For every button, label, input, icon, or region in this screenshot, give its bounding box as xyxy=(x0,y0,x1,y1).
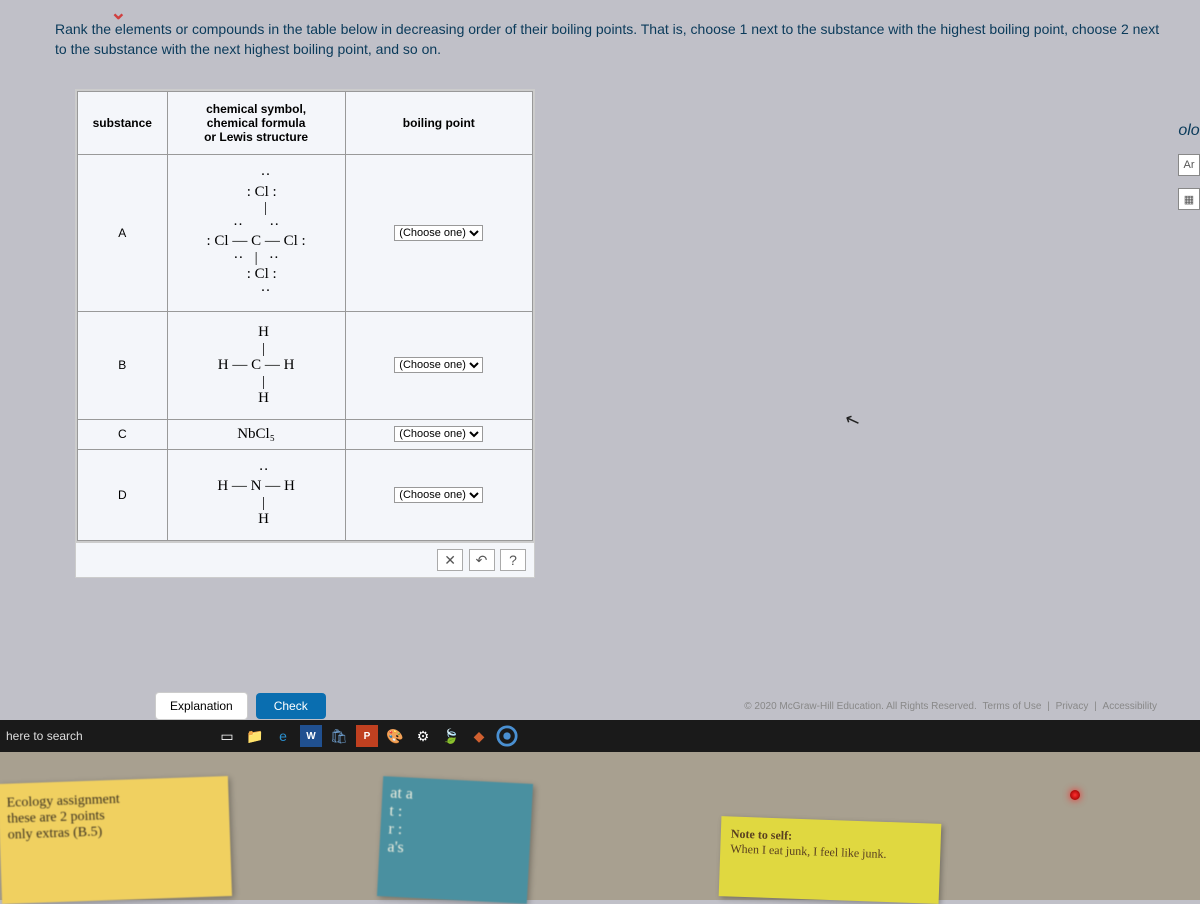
clear-button[interactable]: ✕ xyxy=(437,549,463,571)
boiling-select-c[interactable]: (Choose one) xyxy=(394,426,483,442)
substance-label: A xyxy=(78,155,168,312)
table-row: D ·· H — N — H | H (Choose one) xyxy=(78,449,533,540)
lewis-structure-b: H | H — C — H | H xyxy=(167,312,345,420)
widget-olo-icon[interactable]: olo xyxy=(1178,120,1200,142)
search-text[interactable]: here to search xyxy=(0,720,83,752)
app-icon-2[interactable]: ◆ xyxy=(468,725,490,747)
boiling-select-d[interactable]: (Choose one) xyxy=(394,487,483,503)
header-formula: chemical symbol, chemical formula or Lew… xyxy=(167,92,345,155)
lewis-structure-a: ·· : Cl : | ·· ·· : Cl — C — Cl : ·· | ·… xyxy=(167,155,345,312)
undo-button[interactable]: ↶ xyxy=(469,549,495,571)
header-substance: substance xyxy=(78,92,168,155)
widget-ar-icon[interactable]: Ar xyxy=(1178,154,1200,176)
word-icon[interactable]: W xyxy=(300,725,322,747)
collapse-icon[interactable]: ⌄ xyxy=(110,0,127,25)
table-row: C NbCl₅ (Choose one) xyxy=(78,419,533,449)
substance-label: C xyxy=(78,419,168,449)
paint-icon[interactable]: 🎨 xyxy=(384,725,406,747)
header-boiling: boiling point xyxy=(345,92,532,155)
footer-bar: Explanation Check © 2020 McGraw-Hill Edu… xyxy=(155,692,1160,720)
help-button[interactable]: ? xyxy=(500,549,526,571)
action-bar: ✕ ↶ ? xyxy=(75,543,535,578)
settings-icon[interactable]: ⚙ xyxy=(412,725,434,747)
privacy-link[interactable]: Privacy xyxy=(1056,701,1089,712)
boiling-select-b[interactable]: (Choose one) xyxy=(394,357,483,373)
chrome-icon[interactable] xyxy=(496,725,518,747)
explorer-icon[interactable]: 📁 xyxy=(244,725,266,747)
formula-c: NbCl₅ xyxy=(167,419,345,449)
edge-icon[interactable]: e xyxy=(272,725,294,747)
powerpoint-icon[interactable]: P xyxy=(356,725,378,747)
accessibility-link[interactable]: Accessibility xyxy=(1103,701,1157,712)
sticky-note-middle: at a t : r : a's xyxy=(377,776,533,904)
task-view-icon[interactable]: ▭ xyxy=(216,725,238,747)
substance-label: B xyxy=(78,312,168,420)
power-led-icon xyxy=(1070,790,1080,800)
table-row: B H | H — C — H | H (Choose one) xyxy=(78,312,533,420)
terms-link[interactable]: Terms of Use xyxy=(983,701,1042,712)
explanation-button[interactable]: Explanation xyxy=(155,692,248,720)
boiling-select-a[interactable]: (Choose one) xyxy=(394,225,483,241)
check-button[interactable]: Check xyxy=(256,693,326,719)
footer-legal: © 2020 McGraw-Hill Education. All Rights… xyxy=(744,701,1160,712)
app-icon[interactable]: 🍃 xyxy=(440,725,462,747)
table-row: A ·· : Cl : | ·· ·· : Cl — C — Cl : ·· |… xyxy=(78,155,533,312)
widget-box-icon[interactable]: ▦ xyxy=(1178,188,1200,210)
substance-label: D xyxy=(78,449,168,540)
sticky-note-right: Note to self: When I eat junk, I feel li… xyxy=(719,816,942,904)
instruction-text: Rank the elements or compounds in the ta… xyxy=(55,20,1160,59)
store-icon[interactable]: 🛍 xyxy=(328,725,350,747)
desk-surface: Ecology assignment these are 2 points on… xyxy=(0,752,1200,900)
sticky-note-left: Ecology assignment these are 2 points on… xyxy=(0,776,232,904)
ranking-table: substance chemical symbol, chemical form… xyxy=(75,89,535,543)
taskbar: ▭ 📁 e W 🛍 P 🎨 ⚙ 🍃 ◆ xyxy=(0,720,1200,752)
lewis-structure-d: ·· H — N — H | H xyxy=(167,449,345,540)
